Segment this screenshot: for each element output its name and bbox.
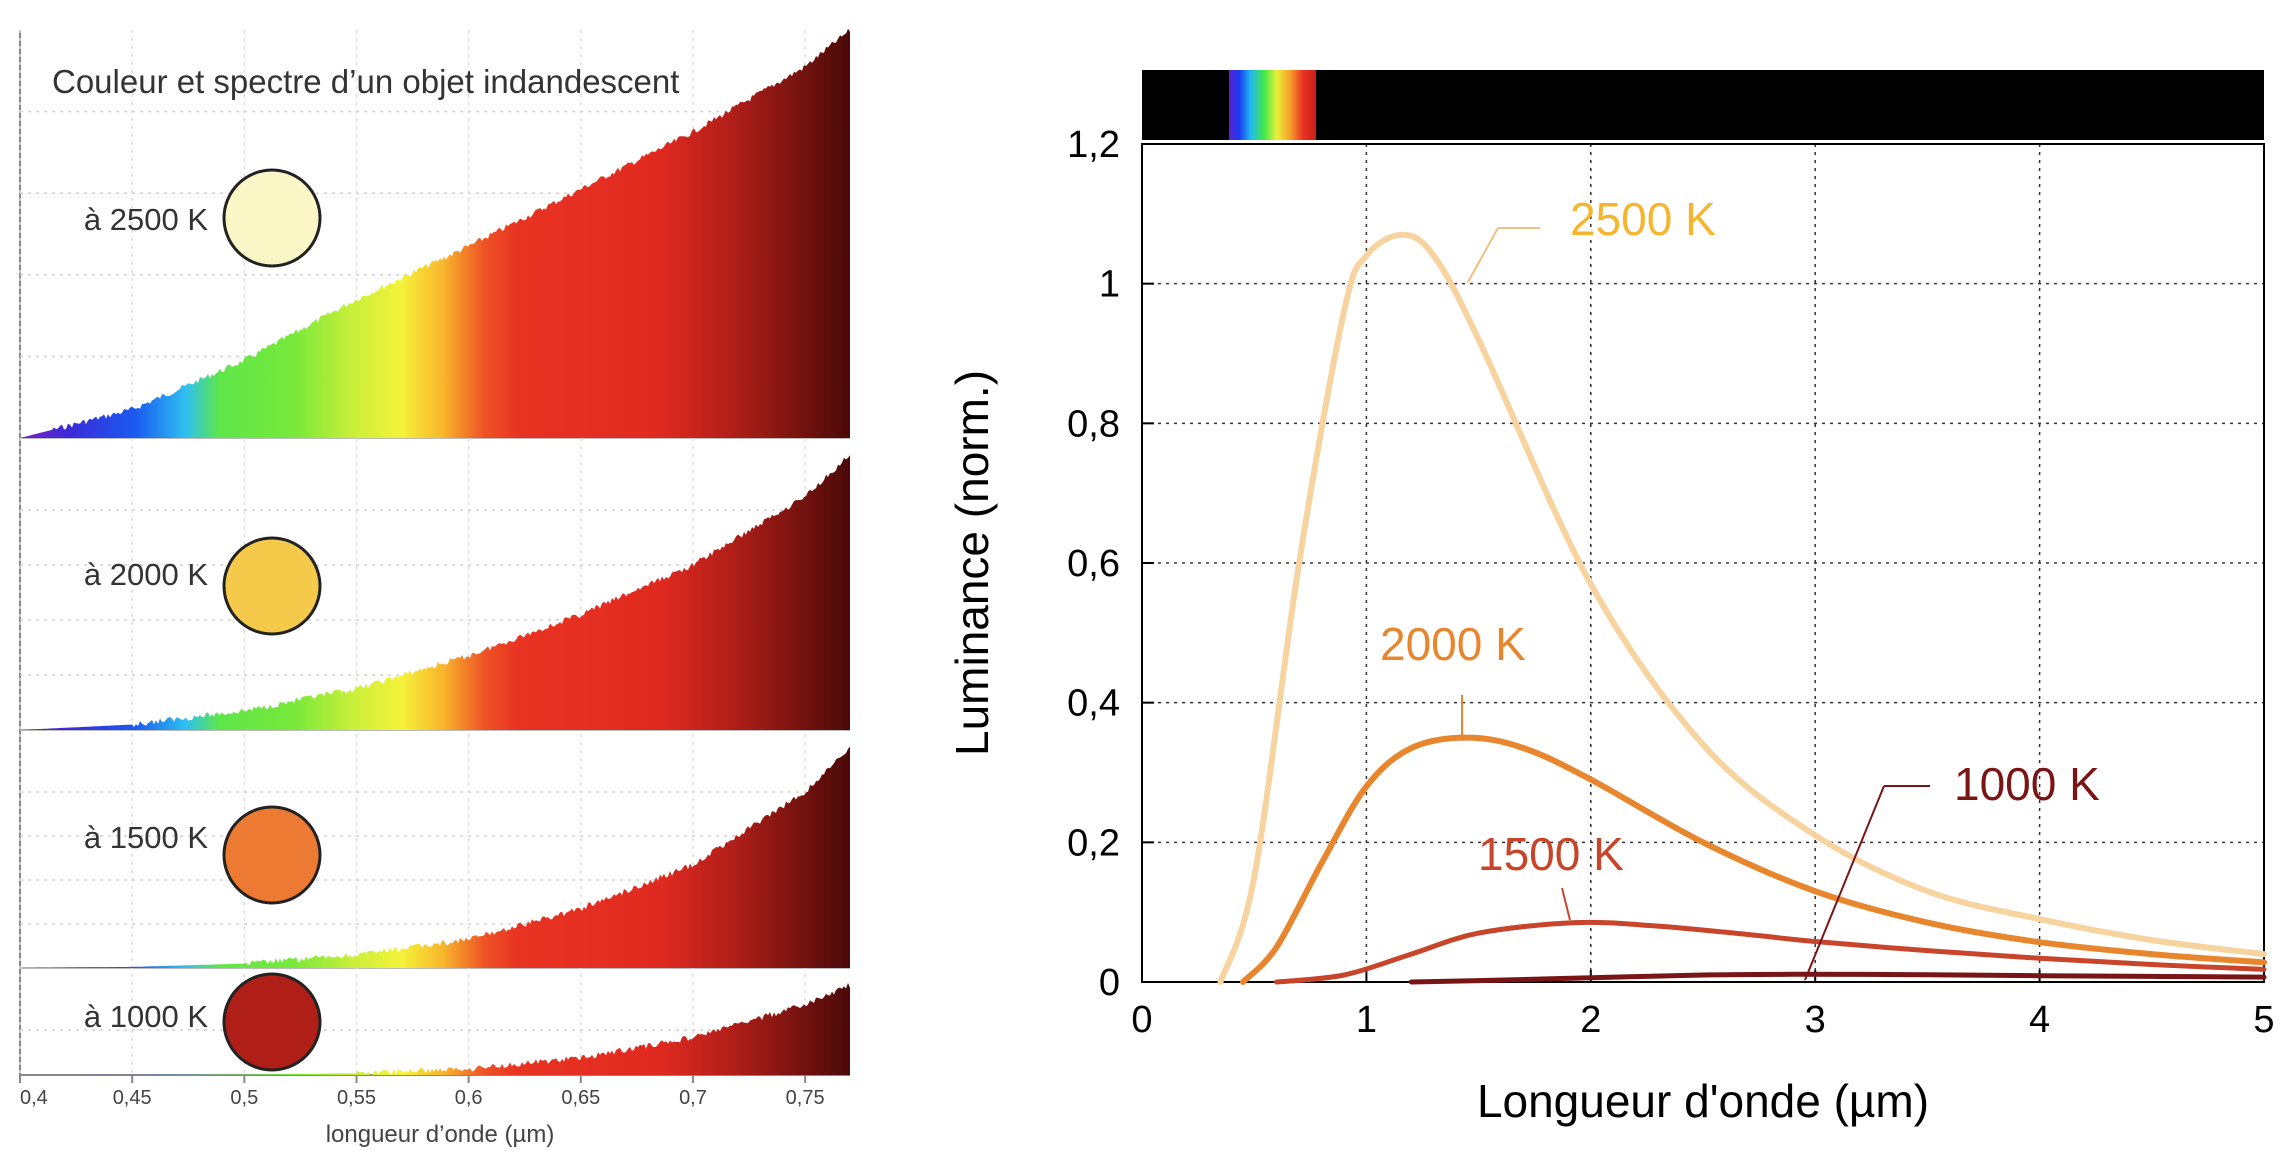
- panel-label-2000: à 2000 K: [84, 557, 208, 592]
- left-x-tick-label: 0,6: [455, 1087, 483, 1109]
- left-x-tick-label: 0,65: [561, 1087, 600, 1109]
- curve-label-2500: 2500 K: [1570, 193, 1716, 245]
- right-y-tick-label: 0,4: [1067, 683, 1120, 725]
- left-chart-title: Couleur et spectre d’un objet indandesce…: [52, 63, 679, 100]
- right-x-tick-label: 2: [1580, 999, 1601, 1041]
- spectrum-area-1000: [20, 982, 850, 1075]
- left-x-tick-label: 0,4: [20, 1087, 48, 1109]
- color-disc-2500: [222, 168, 322, 268]
- right-x-tick-label: 3: [1805, 999, 1826, 1041]
- right-x-axis-label: Longueur d'onde (µm): [1477, 1075, 1929, 1127]
- left-x-tick-label: 0,7: [679, 1087, 707, 1109]
- curve-label-1000: 1000 K: [1954, 758, 2100, 810]
- right-y-tick-label: 1: [1099, 264, 1120, 306]
- color-disc-1500: [222, 805, 322, 905]
- left-x-tick-label: 0,55: [337, 1087, 376, 1109]
- panel-label-1500: à 1500 K: [84, 820, 208, 855]
- leader-1500: [1561, 887, 1571, 921]
- curve-label-1500: 1500 K: [1478, 828, 1624, 880]
- panel-label-1000: à 1000 K: [84, 999, 208, 1034]
- curve-label-2000: 2000 K: [1380, 618, 1526, 670]
- right-y-tick-label: 0,2: [1067, 822, 1120, 864]
- right-luminance-svg: 0 1 2 3 4 5 0 0,2 0,4 0,6 0,8 1 1,2 2500 K 2000 K 15…: [946, 70, 2275, 1127]
- right-luminance-figure: 0 1 2 3 4 5 0 0,2 0,4 0,6 0,8 1 1,2 2500 K 2000 K 15…: [900, 0, 2288, 1168]
- right-x-tick-label: 5: [2253, 999, 2274, 1041]
- color-disc-1000: [222, 972, 322, 1072]
- left-spectrum-svg: 0,4 0,45 0,5 0,55 0,6 0,65 0,7 0,75 Couleur et …: [19, 28, 850, 1148]
- right-x-tick-label: 0: [1131, 999, 1152, 1041]
- right-y-tick-label: 0,6: [1067, 543, 1120, 585]
- left-x-axis-label: longueur d’onde (µm): [326, 1121, 555, 1148]
- right-y-tick-label: 0: [1099, 962, 1120, 1004]
- leader-1000: [1804, 785, 1885, 981]
- right-y-tick-label: 0,8: [1067, 403, 1120, 445]
- panel-label-2500: à 2500 K: [84, 202, 208, 237]
- right-y-tick-label: 1,2: [1067, 124, 1120, 166]
- right-y-axis-label: Luminance (norm.): [946, 370, 998, 756]
- luminance-curve-1500: [1274, 919, 2267, 985]
- luminance-curve-2500: [1217, 231, 2267, 985]
- left-x-tick-label: 0,5: [230, 1087, 258, 1109]
- visible-spectrum-strip: [1229, 70, 1316, 140]
- color-disc-2000: [222, 536, 322, 636]
- left-x-tick-label: 0,75: [786, 1087, 825, 1109]
- right-x-tick-label: 1: [1356, 999, 1377, 1041]
- left-x-tick-label: 0,45: [113, 1087, 152, 1109]
- luminance-curve-1000: [1408, 971, 2267, 985]
- leader-2500: [1467, 227, 1499, 283]
- luminance-curve-2000: [1240, 734, 2267, 985]
- spectrum-area-2500: [20, 28, 850, 438]
- spectrum-area-1500: [20, 746, 850, 968]
- left-spectrum-figure: 0,4 0,45 0,5 0,55 0,6 0,65 0,7 0,75 Couleur et …: [0, 0, 870, 1168]
- spectrum-bar-background: [1142, 70, 2264, 140]
- spectrum-area-2000: [20, 455, 850, 730]
- right-x-tick-label: 4: [2029, 999, 2050, 1041]
